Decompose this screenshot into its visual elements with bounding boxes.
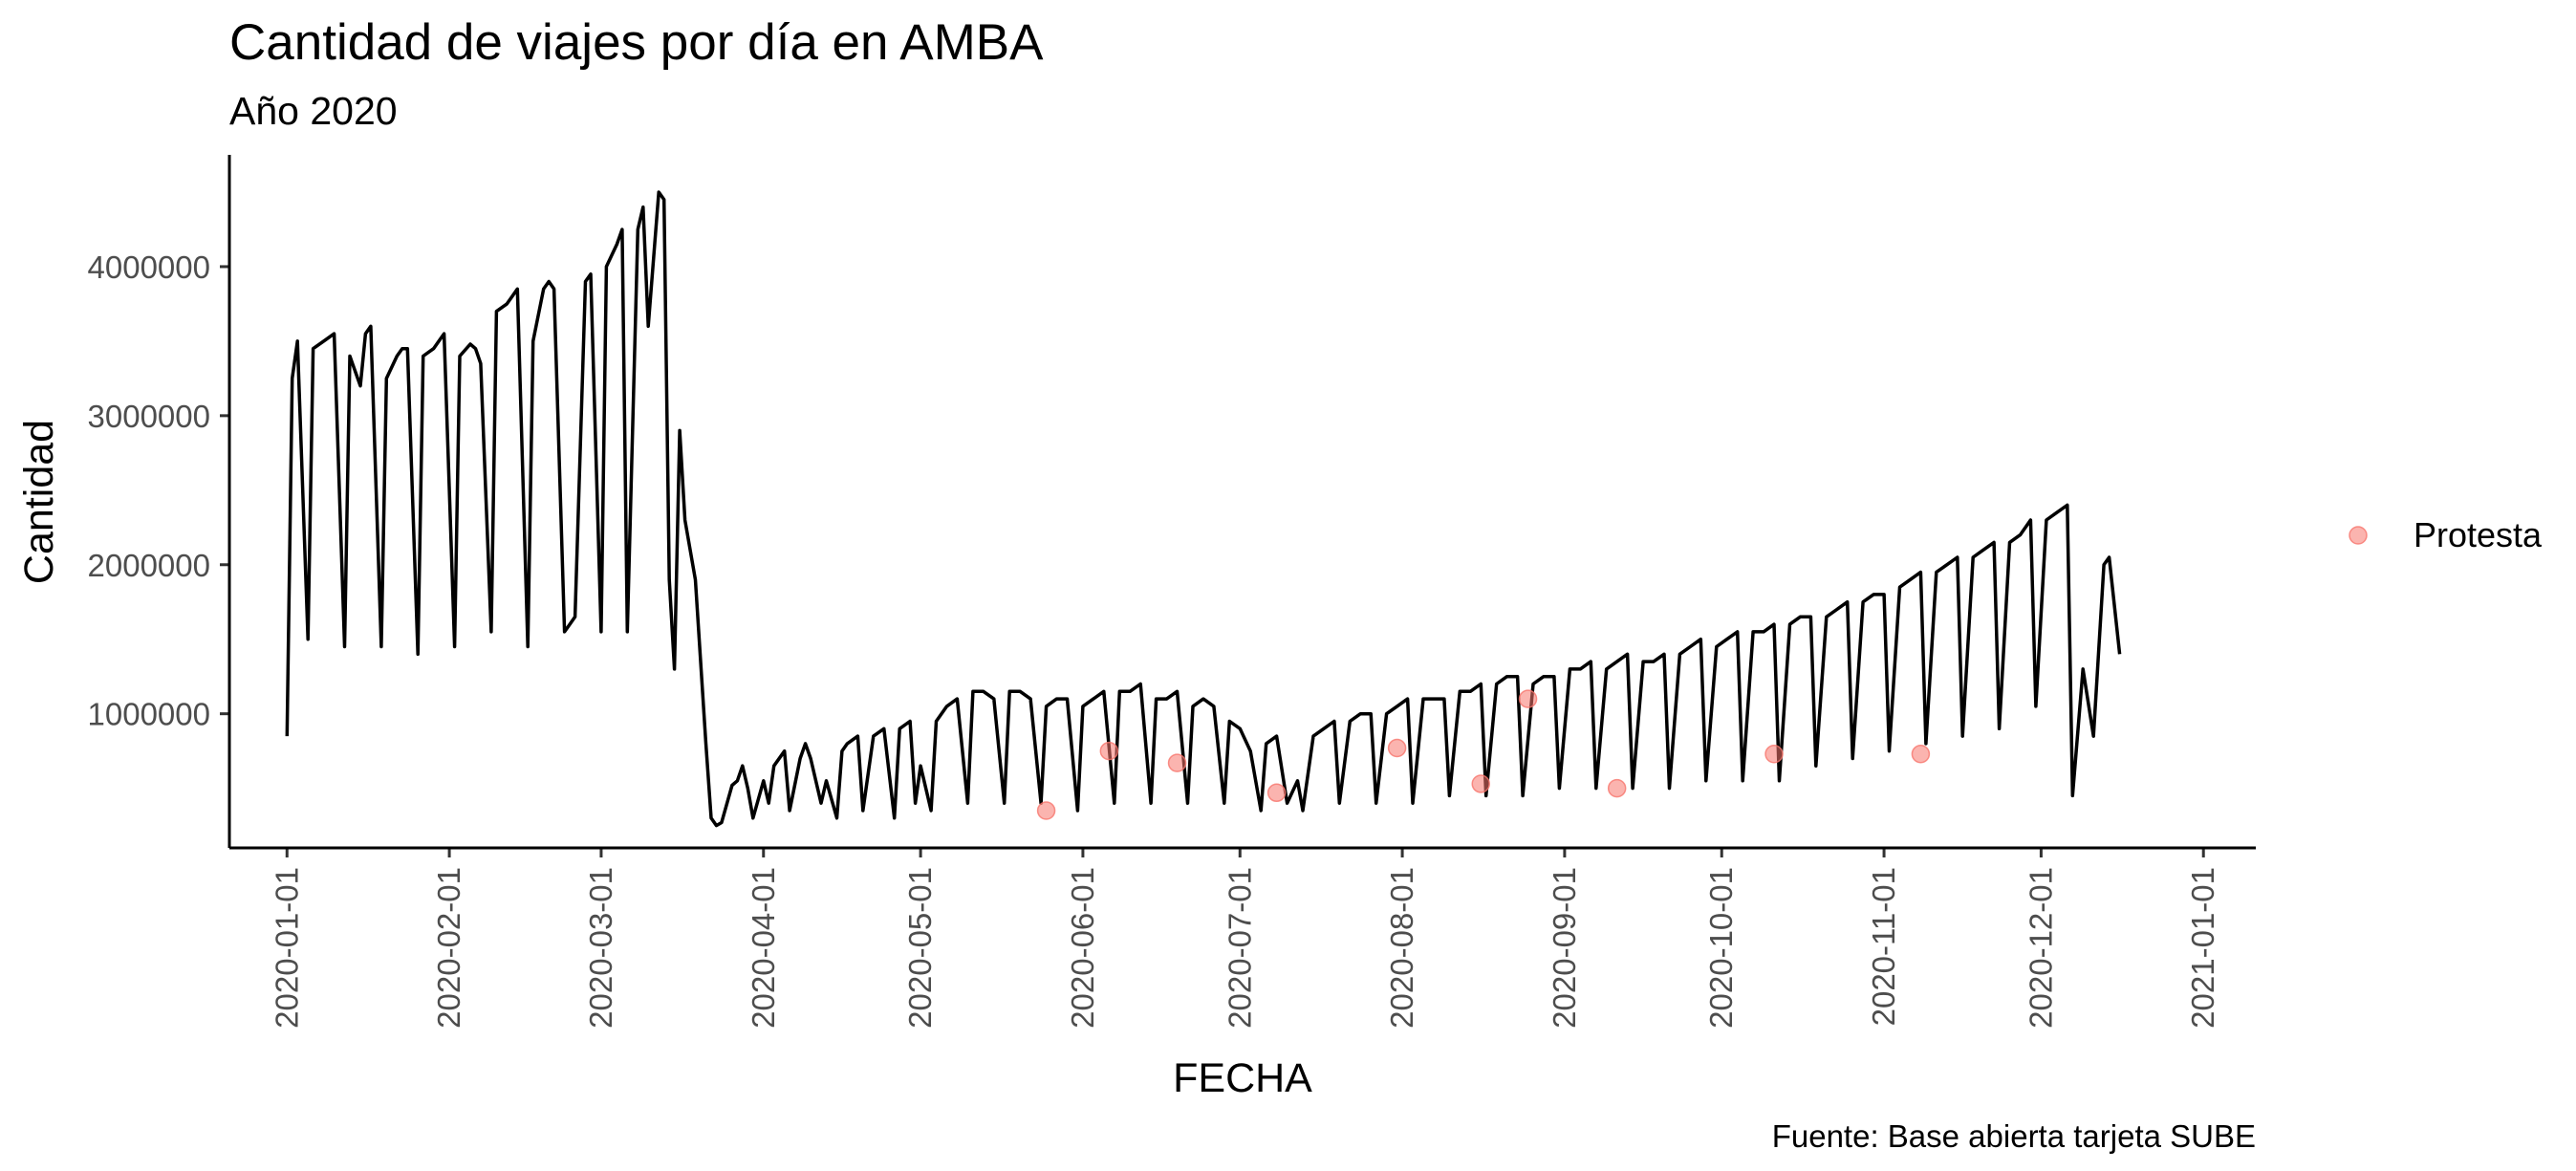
caption: Fuente: Base abierta tarjeta SUBE <box>1772 1118 2256 1154</box>
chart-subtitle: Año 2020 <box>229 89 398 133</box>
x-tick-label: 2020-12-01 <box>2023 867 2058 1029</box>
protest-point <box>1167 753 1187 772</box>
x-tick-label: 2020-10-01 <box>1703 867 1739 1029</box>
protest-point <box>1471 774 1491 793</box>
protest-point <box>1036 801 1056 820</box>
y-tick-label: 1000000 <box>88 697 210 732</box>
x-axis-ticks: 2020-01-01 2020-02-01 2020-03-01 2020-04-01… <box>269 848 2220 1029</box>
x-tick-label: 2020-02-01 <box>431 867 466 1029</box>
protest-point <box>1764 745 1784 764</box>
x-tick-label: 2020-09-01 <box>1547 867 1582 1029</box>
x-tick-label: 2020-03-01 <box>583 867 618 1029</box>
protest-point <box>1387 738 1407 758</box>
protest-point <box>1266 783 1287 803</box>
y-axis-title: Cantidad <box>16 420 62 584</box>
x-tick-label: 2020-11-01 <box>1866 867 1901 1026</box>
x-tick-label: 2020-07-01 <box>1222 867 1257 1029</box>
series-line-cantidad <box>285 190 2122 828</box>
protest-point <box>1099 741 1119 761</box>
y-tick-label: 3000000 <box>88 399 210 434</box>
x-tick-label: 2020-01-01 <box>269 867 304 1029</box>
y-tick-label: 2000000 <box>88 548 210 583</box>
legend: Protesta <box>2349 515 2543 554</box>
x-tick-label: 2021-01-01 <box>2185 867 2220 1029</box>
legend-key-protesta <box>2349 526 2368 545</box>
x-tick-label: 2020-08-01 <box>1384 867 1419 1029</box>
protest-points <box>1036 689 1931 820</box>
protest-point <box>1607 778 1627 798</box>
x-axis-title: FECHA <box>1173 1055 1312 1101</box>
x-tick-label: 2020-06-01 <box>1065 867 1100 1029</box>
y-axis-ticks: 1000000 2000000 3000000 4000000 <box>88 249 229 732</box>
chart-title: Cantidad de viajes por día en AMBA <box>229 14 1044 71</box>
x-tick-label: 2020-04-01 <box>746 867 781 1029</box>
protest-point <box>1518 689 1538 708</box>
protest-point <box>1911 745 1931 764</box>
y-tick-label: 4000000 <box>88 249 210 285</box>
x-tick-label: 2020-05-01 <box>902 867 938 1029</box>
legend-label-protesta: Protesta <box>2414 515 2543 554</box>
